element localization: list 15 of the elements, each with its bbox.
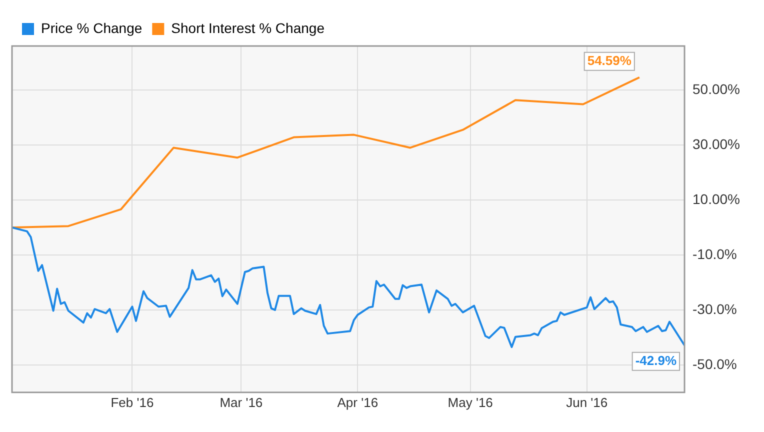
legend-label: Short Interest % Change (171, 20, 325, 36)
y-tick-label: 30.00% (692, 136, 740, 152)
data-label: -42.9% (635, 352, 677, 368)
y-tick-label: -30.0% (692, 300, 737, 317)
data-label: 54.59% (587, 52, 632, 68)
y-tick-label: -10.0% (692, 246, 737, 262)
y-tick-label: -50.0% (692, 356, 737, 372)
x-tick-label: Feb '16 (110, 394, 154, 410)
x-tick-label: Apr '16 (337, 394, 378, 410)
x-tick-label: Mar '16 (220, 394, 263, 410)
legend-label: Price % Change (41, 20, 142, 36)
y-tick-label: 50.00% (692, 80, 740, 97)
y-tick-label: 10.00% (692, 190, 740, 207)
x-tick-label: Jun '16 (566, 394, 608, 410)
x-tick-label: May '16 (448, 394, 493, 410)
